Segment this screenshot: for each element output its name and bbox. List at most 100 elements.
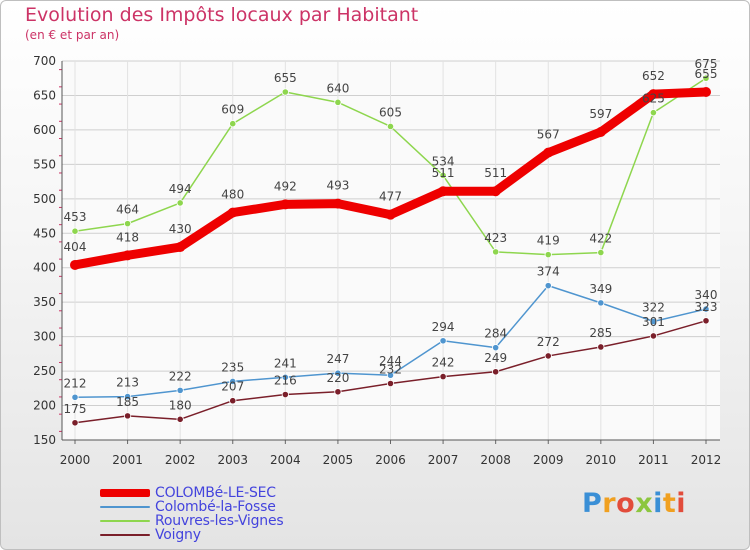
data-point — [492, 368, 500, 376]
data-label: 655 — [274, 71, 297, 85]
data-point — [492, 248, 500, 256]
data-label: 675 — [695, 57, 718, 71]
data-point — [597, 343, 605, 351]
y-tick-label: 150 — [33, 433, 56, 447]
data-label: 322 — [642, 300, 665, 314]
data-point — [70, 259, 80, 270]
data-label: 597 — [589, 107, 612, 121]
data-point — [176, 415, 184, 423]
data-label: 340 — [695, 288, 718, 302]
data-point — [122, 250, 133, 261]
data-label: 301 — [642, 315, 665, 329]
data-label: 185 — [116, 395, 139, 409]
data-point — [71, 419, 79, 427]
data-point — [702, 74, 710, 82]
data-point — [439, 373, 447, 381]
data-point — [229, 397, 237, 405]
data-label: 242 — [432, 356, 455, 370]
data-label: 249 — [484, 351, 507, 365]
x-tick-label: 2003 — [217, 453, 248, 467]
data-label: 241 — [274, 356, 297, 370]
data-point — [544, 352, 552, 360]
data-label: 404 — [64, 240, 87, 254]
data-point — [71, 227, 79, 235]
legend-item: Rouvres-les-Vignes — [100, 514, 400, 528]
data-label: 492 — [274, 179, 297, 193]
brand-letter: P — [582, 488, 603, 519]
data-label: 453 — [64, 210, 87, 224]
data-label: 207 — [221, 380, 244, 394]
data-point — [439, 337, 447, 345]
data-point — [332, 198, 343, 209]
y-tick-label: 450 — [33, 226, 56, 240]
brand-letter: t — [662, 488, 677, 519]
data-point — [648, 89, 659, 100]
x-tick-label: 2001 — [112, 453, 143, 467]
data-label: 511 — [484, 166, 507, 180]
brand-letter: o — [616, 488, 636, 519]
data-label: 349 — [589, 282, 612, 296]
y-tick-label: 400 — [33, 261, 56, 275]
chart-subtitle: (en € et par an) — [25, 28, 120, 42]
y-tick-label: 600 — [33, 123, 56, 137]
data-label: 493 — [326, 179, 349, 193]
data-point — [439, 171, 447, 179]
data-label: 285 — [589, 326, 612, 340]
data-point — [123, 392, 132, 401]
y-tick-label: 700 — [33, 54, 56, 68]
y-tick-label: 650 — [33, 88, 56, 102]
data-point — [386, 379, 395, 388]
legend-swatch — [100, 534, 150, 536]
x-tick-label: 2009 — [533, 453, 564, 467]
data-label: 244 — [379, 354, 402, 368]
legend-item: COLOMBé-LE-SEC — [100, 486, 400, 500]
x-tick-label: 2006 — [375, 453, 406, 467]
data-label: 222 — [169, 369, 192, 383]
data-point — [176, 199, 184, 207]
y-tick-label: 350 — [33, 295, 56, 309]
brand-letter: i — [676, 488, 687, 519]
data-point — [281, 88, 289, 96]
chart-legend: COLOMBé-LE-SEC Colombé-la-Fosse Rouvres-… — [100, 486, 400, 542]
data-point — [386, 371, 395, 379]
data-point — [490, 186, 501, 197]
data-label: 272 — [537, 335, 560, 349]
data-point — [649, 109, 658, 117]
brand-letter: x — [635, 488, 654, 519]
data-point — [334, 388, 342, 396]
data-label: 175 — [64, 402, 87, 416]
data-point — [281, 390, 289, 399]
data-point — [385, 209, 396, 220]
data-label: 419 — [537, 234, 560, 248]
data-point — [595, 126, 606, 137]
data-point — [229, 120, 237, 128]
x-tick-label: 2007 — [428, 453, 459, 467]
data-label: 609 — [221, 103, 244, 117]
data-point — [702, 317, 710, 325]
x-tick-label: 2005 — [323, 453, 354, 467]
data-label: 180 — [169, 398, 192, 412]
data-point — [227, 207, 238, 218]
data-point — [701, 87, 711, 98]
brand-letter: i — [653, 488, 663, 519]
data-label: 216 — [274, 374, 297, 388]
legend-label: Colombé-la-Fosse — [155, 499, 276, 515]
y-tick-label: 250 — [33, 364, 56, 378]
legend-swatch — [100, 506, 150, 508]
data-label: 480 — [221, 188, 244, 202]
data-label: 247 — [326, 352, 349, 366]
data-label: 422 — [589, 232, 612, 246]
data-label: 567 — [537, 128, 560, 142]
data-point — [123, 220, 132, 228]
data-label: 423 — [484, 231, 507, 245]
data-point — [281, 373, 289, 381]
x-tick-label: 2000 — [60, 453, 91, 467]
x-tick-label: 2011 — [638, 453, 669, 467]
data-point — [386, 122, 395, 131]
data-label: 374 — [537, 265, 560, 279]
x-tick-label: 2004 — [270, 453, 301, 467]
data-label: 418 — [116, 230, 139, 244]
data-point — [649, 332, 658, 340]
data-point — [438, 186, 449, 197]
data-point — [597, 299, 605, 307]
